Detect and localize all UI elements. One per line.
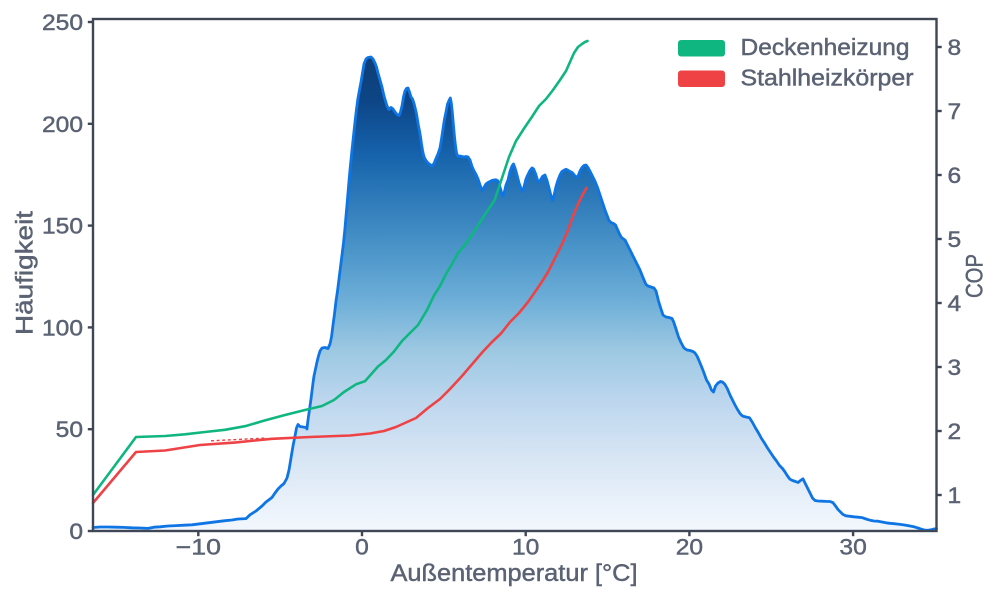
svg-text:5: 5 xyxy=(948,227,962,252)
svg-text:100: 100 xyxy=(42,315,83,340)
svg-text:0: 0 xyxy=(69,519,83,544)
svg-text:30: 30 xyxy=(839,535,866,560)
svg-text:50: 50 xyxy=(56,417,83,442)
svg-text:Stahlheizkörper: Stahlheizkörper xyxy=(741,65,914,91)
svg-text:3: 3 xyxy=(948,355,962,380)
svg-text:1: 1 xyxy=(948,483,962,508)
svg-text:Deckenheizung: Deckenheizung xyxy=(741,34,910,60)
svg-text:20: 20 xyxy=(676,535,703,560)
svg-text:Außentemperatur [°C]: Außentemperatur [°C] xyxy=(391,560,638,587)
svg-text:7: 7 xyxy=(948,99,962,124)
svg-text:6: 6 xyxy=(948,163,962,188)
svg-text:250: 250 xyxy=(42,10,83,35)
svg-text:COP: COP xyxy=(961,254,988,298)
svg-text:150: 150 xyxy=(42,214,83,239)
svg-text:200: 200 xyxy=(42,112,83,137)
svg-text:0: 0 xyxy=(355,535,369,560)
svg-text:10: 10 xyxy=(512,535,539,560)
svg-text:2: 2 xyxy=(948,419,962,444)
svg-text:8: 8 xyxy=(948,35,962,60)
svg-text:4: 4 xyxy=(948,291,962,316)
svg-text:Häufigkeit: Häufigkeit xyxy=(11,211,38,335)
svg-text:−10: −10 xyxy=(176,535,221,560)
